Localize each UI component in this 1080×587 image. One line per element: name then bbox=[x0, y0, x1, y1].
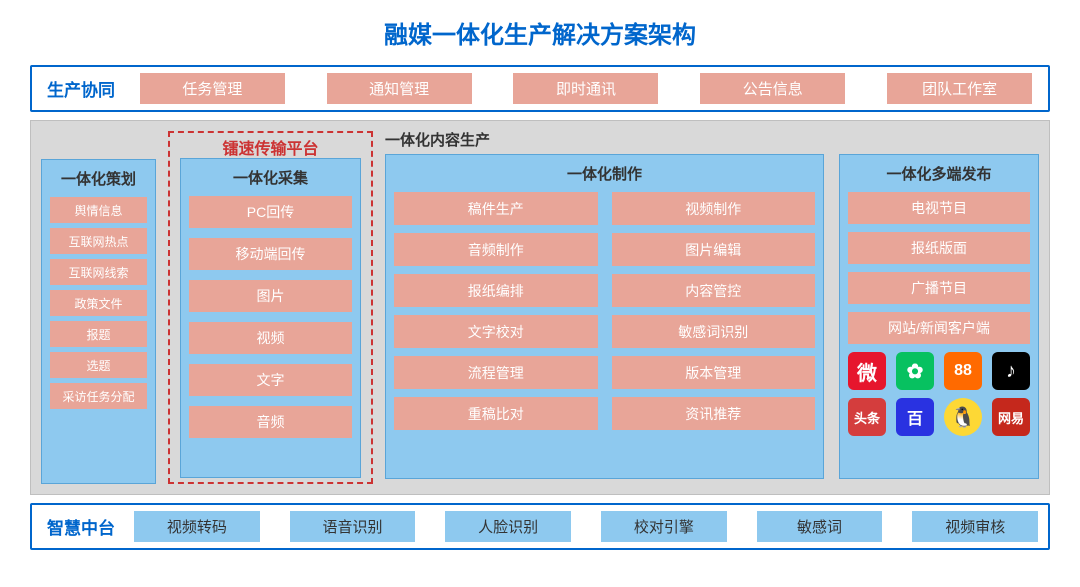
transfer-platform-label: 镭速传输平台 bbox=[170, 135, 371, 159]
bottom-item: 视频转码 bbox=[134, 511, 260, 542]
planning-item: 互联网热点 bbox=[50, 228, 147, 254]
middle-section: 一体化策划 舆情信息 互联网热点 互联网线索 政策文件 报题 选题 采访任务分配… bbox=[30, 120, 1050, 495]
collection-item: 移动端回传 bbox=[189, 238, 352, 270]
making-title: 一体化制作 bbox=[394, 161, 815, 186]
page-title: 融媒一体化生产解决方案架构 bbox=[30, 15, 1050, 50]
app-icon: 88 bbox=[944, 352, 982, 390]
making-item: 重稿比对 bbox=[394, 397, 598, 430]
content-production-label: 一体化内容生产 bbox=[385, 129, 490, 150]
transfer-platform: 镭速传输平台 一体化采集 PC回传 移动端回传 图片 视频 文字 音频 bbox=[168, 131, 373, 484]
making-item: 稿件生产 bbox=[394, 192, 598, 225]
making-item: 报纸编排 bbox=[394, 274, 598, 307]
planning-title: 一体化策划 bbox=[50, 166, 147, 191]
planning-item: 选题 bbox=[50, 352, 147, 378]
top-item: 即时通讯 bbox=[513, 73, 658, 104]
douyin-icon: ♪ bbox=[992, 352, 1030, 390]
publish-title: 一体化多端发布 bbox=[848, 161, 1030, 186]
top-row-label: 生产协同 bbox=[42, 76, 122, 101]
bottom-item: 人脸识别 bbox=[445, 511, 571, 542]
publish-column: 一体化多端发布 电视节目 报纸版面 广播节目 网站/新闻客户端 微 ✿ 88 ♪… bbox=[839, 154, 1039, 479]
making-item: 视频制作 bbox=[612, 192, 816, 225]
toutiao-icon: 头条 bbox=[848, 398, 886, 436]
weibo-icon: 微 bbox=[848, 352, 886, 390]
wechat-icon: ✿ bbox=[896, 352, 934, 390]
bottom-row: 智慧中台 视频转码 语音识别 人脸识别 校对引擎 敏感词 视频审核 bbox=[30, 503, 1050, 550]
netease-icon: 网易 bbox=[992, 398, 1030, 436]
making-item: 内容管控 bbox=[612, 274, 816, 307]
making-column: 一体化制作 稿件生产 视频制作 音频制作 图片编辑 报纸编排 内容管控 文字校对… bbox=[385, 154, 824, 479]
top-item: 通知管理 bbox=[327, 73, 472, 104]
bottom-item: 敏感词 bbox=[757, 511, 883, 542]
bottom-item: 视频审核 bbox=[912, 511, 1038, 542]
planning-item: 互联网线索 bbox=[50, 259, 147, 285]
collection-item: 文字 bbox=[189, 364, 352, 396]
publish-item: 报纸版面 bbox=[848, 232, 1030, 264]
collection-item: 图片 bbox=[189, 280, 352, 312]
top-row-items: 任务管理 通知管理 即时通讯 公告信息 团队工作室 bbox=[134, 73, 1038, 104]
making-item: 流程管理 bbox=[394, 356, 598, 389]
making-item: 资讯推荐 bbox=[612, 397, 816, 430]
baidu-icon: 百 bbox=[896, 398, 934, 436]
publish-item: 电视节目 bbox=[848, 192, 1030, 224]
making-item: 文字校对 bbox=[394, 315, 598, 348]
publish-item: 广播节目 bbox=[848, 272, 1030, 304]
icon-row-2: 头条 百 🐧 网易 bbox=[848, 398, 1030, 436]
top-row: 生产协同 任务管理 通知管理 即时通讯 公告信息 团队工作室 bbox=[30, 65, 1050, 112]
bottom-row-label: 智慧中台 bbox=[42, 514, 122, 539]
icon-row-1: 微 ✿ 88 ♪ bbox=[848, 352, 1030, 390]
planning-item: 报题 bbox=[50, 321, 147, 347]
making-item: 图片编辑 bbox=[612, 233, 816, 266]
top-item: 任务管理 bbox=[140, 73, 285, 104]
planning-column: 一体化策划 舆情信息 互联网热点 互联网线索 政策文件 报题 选题 采访任务分配 bbox=[41, 159, 156, 484]
planning-item: 采访任务分配 bbox=[50, 383, 147, 409]
top-item: 团队工作室 bbox=[887, 73, 1032, 104]
making-item: 版本管理 bbox=[612, 356, 816, 389]
making-item: 音频制作 bbox=[394, 233, 598, 266]
collection-item: 视频 bbox=[189, 322, 352, 354]
collection-title: 一体化采集 bbox=[189, 165, 352, 190]
collection-item: 音频 bbox=[189, 406, 352, 438]
top-item: 公告信息 bbox=[700, 73, 845, 104]
content-production: 一体化内容生产 一体化制作 稿件生产 视频制作 音频制作 图片编辑 报纸编排 内… bbox=[385, 129, 1039, 484]
making-item: 敏感词识别 bbox=[612, 315, 816, 348]
penguin-icon: 🐧 bbox=[944, 398, 982, 436]
bottom-row-items: 视频转码 语音识别 人脸识别 校对引擎 敏感词 视频审核 bbox=[134, 511, 1038, 542]
bottom-item: 语音识别 bbox=[290, 511, 416, 542]
bottom-item: 校对引擎 bbox=[601, 511, 727, 542]
planning-item: 舆情信息 bbox=[50, 197, 147, 223]
collection-item: PC回传 bbox=[189, 196, 352, 228]
planning-item: 政策文件 bbox=[50, 290, 147, 316]
collection-column: 一体化采集 PC回传 移动端回传 图片 视频 文字 音频 bbox=[180, 158, 361, 478]
publish-item: 网站/新闻客户端 bbox=[848, 312, 1030, 344]
